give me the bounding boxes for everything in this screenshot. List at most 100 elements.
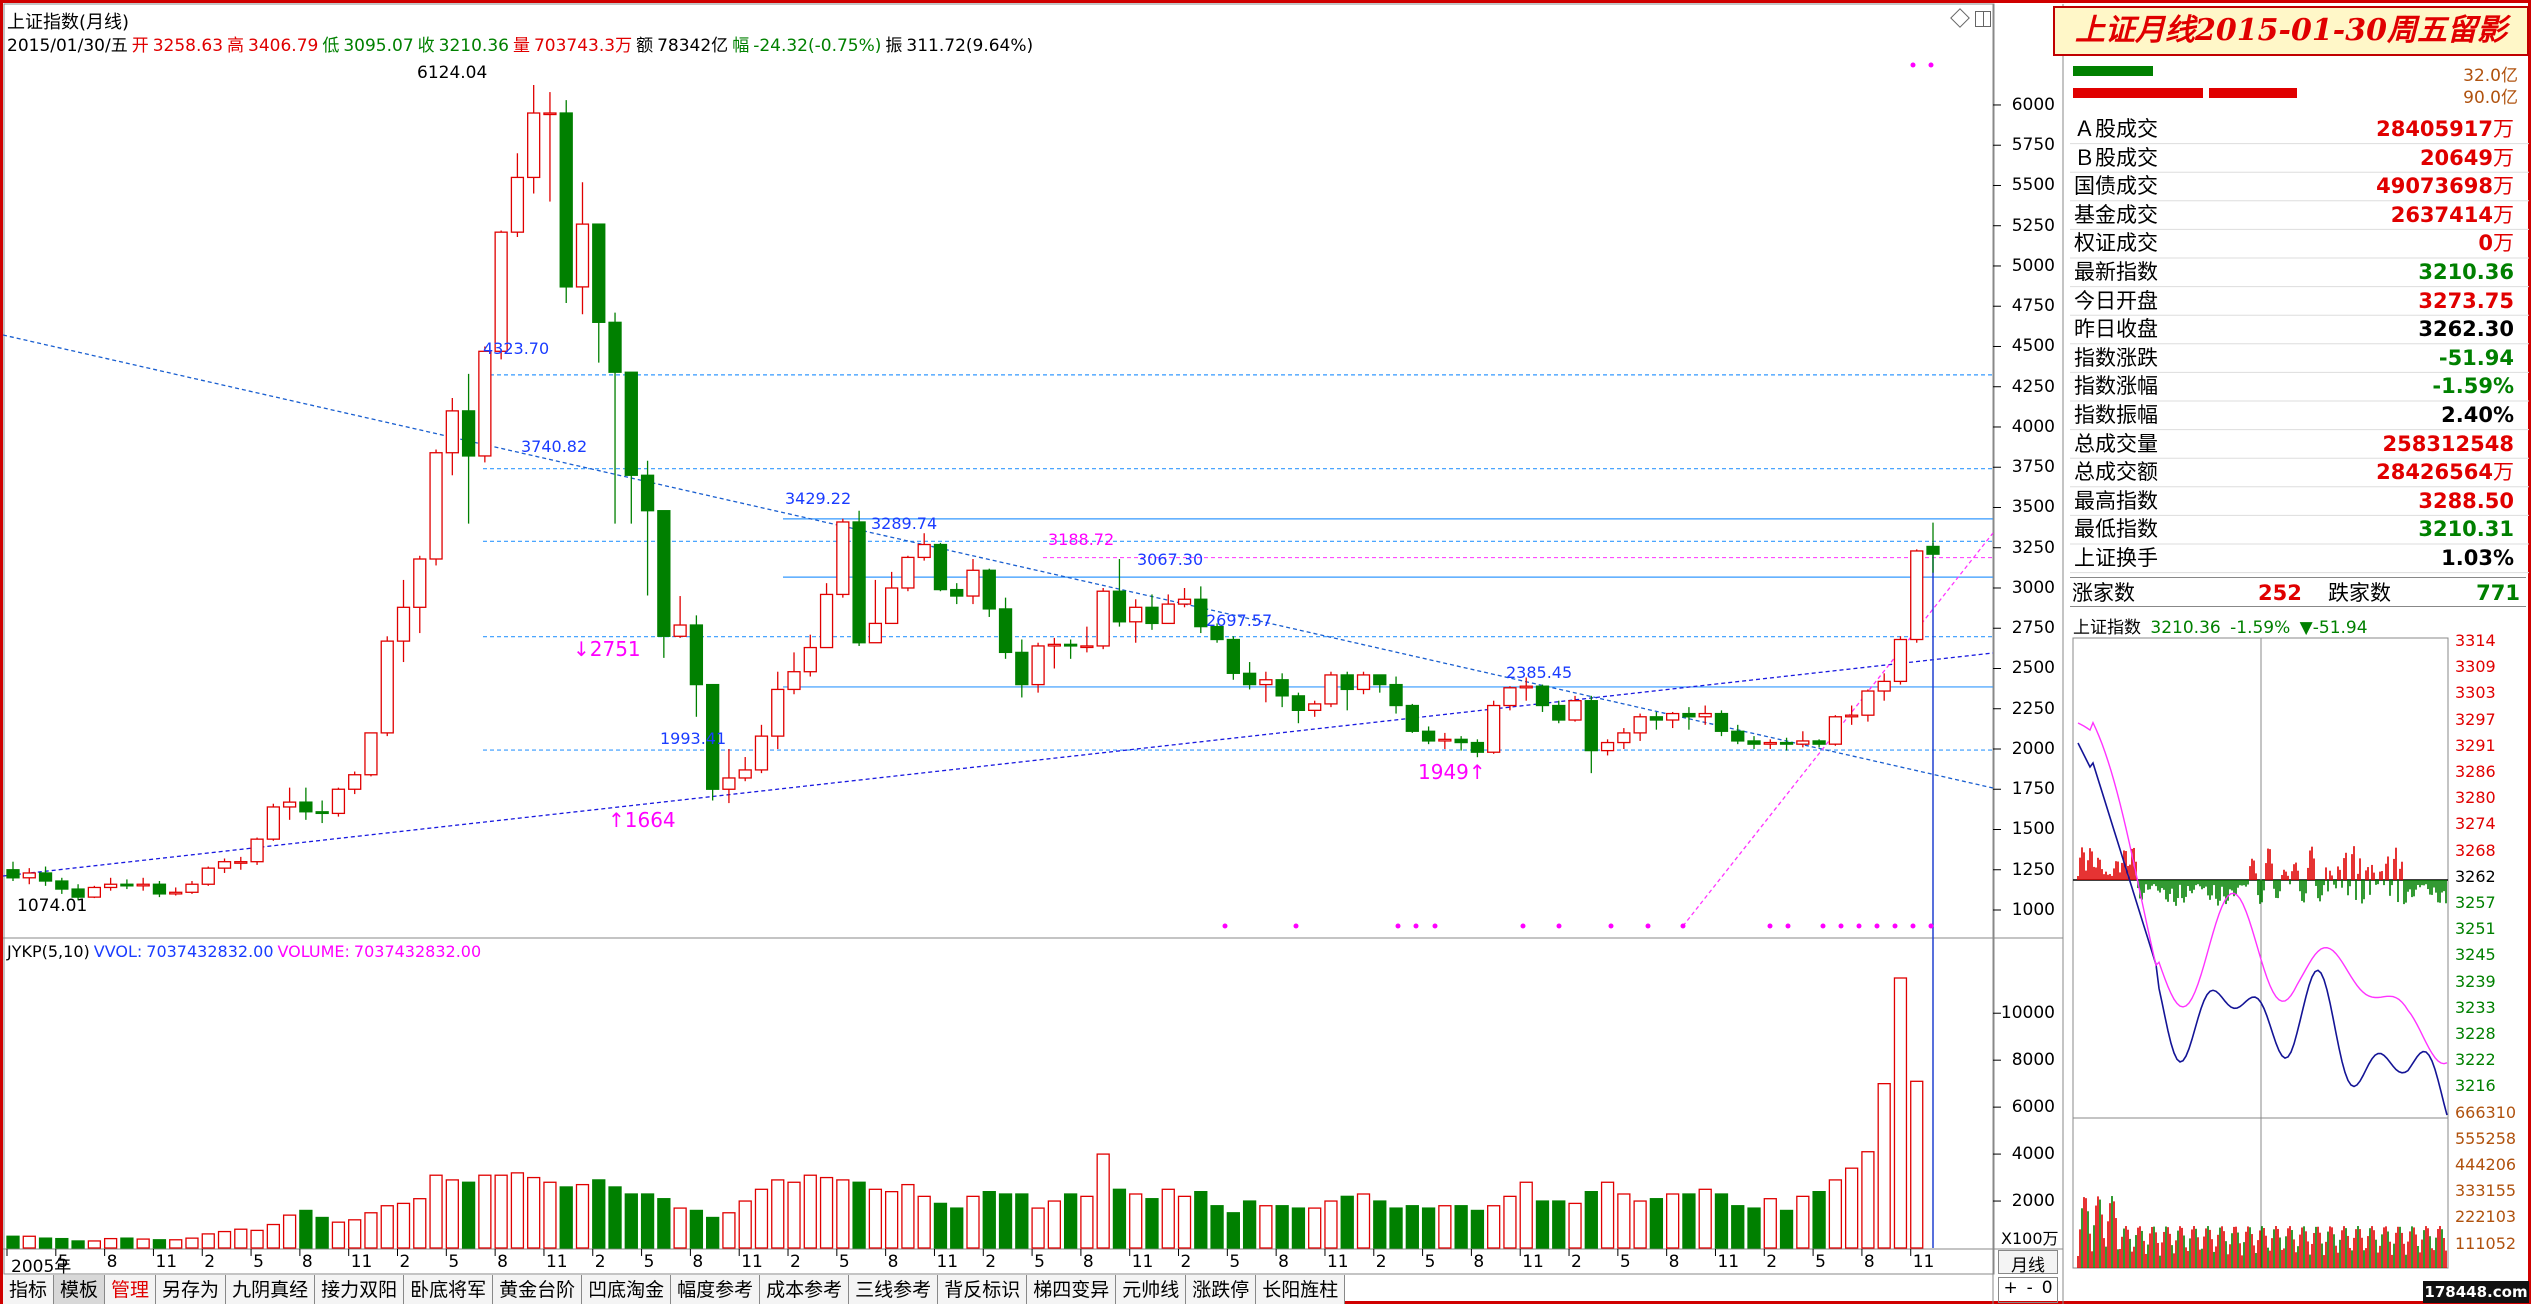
candle-body	[1828, 716, 1843, 745]
volume-bar	[1617, 1193, 1631, 1249]
tab-16[interactable]: 长阳旌柱	[1256, 1275, 1346, 1304]
candle-body	[103, 883, 118, 889]
tab-13[interactable]: 梯四变异	[1027, 1275, 1117, 1304]
stats-value: 49073698万	[2376, 172, 2514, 200]
volume-bar	[1324, 1200, 1338, 1249]
stats-value: 2637414万	[2391, 201, 2514, 229]
price-tick-label: 5750	[2011, 135, 2055, 156]
up-trend-line	[3, 652, 1994, 877]
stats-label: 总成交量	[2074, 431, 2158, 456]
price-tick-label: 4500	[2011, 336, 2055, 357]
tab-7[interactable]: 黄金台阶	[493, 1275, 583, 1304]
tab-4[interactable]: 九阴真经	[226, 1275, 316, 1304]
tab-8[interactable]: 凹底淘金	[582, 1275, 672, 1304]
volume-bar	[1568, 1202, 1582, 1249]
volume-bar	[754, 1188, 769, 1249]
stats-row: 国债成交 49073698万	[2070, 172, 2520, 200]
level-1993: 1993.41	[660, 729, 727, 748]
mini-tick-label: 3297	[2455, 709, 2496, 729]
volume-bar	[396, 1202, 411, 1249]
restore-icon[interactable]	[1975, 11, 1991, 27]
level-2385: 2385.45	[1506, 663, 1573, 682]
stats-row: 今日开盘 3273.75	[2070, 287, 2520, 315]
tab-3[interactable]: 另存为	[156, 1275, 227, 1304]
signal-dot	[1820, 923, 1826, 929]
volume-tick-label: 2000	[2011, 1191, 2055, 1212]
open-label: 开	[131, 36, 149, 56]
tab-6[interactable]: 卧底将军	[404, 1275, 494, 1304]
tab-2[interactable]: 管理	[105, 1275, 157, 1304]
volume-bar	[331, 1221, 346, 1249]
volume-bar	[836, 1179, 850, 1249]
stats-number: 3210.31	[2418, 517, 2514, 542]
tab-12[interactable]: 背反标识	[938, 1275, 1028, 1304]
stats-value: 3288.50	[2418, 487, 2514, 515]
candle-body	[1340, 674, 1354, 691]
volume-bar	[998, 1193, 1013, 1249]
candle-body	[1177, 598, 1192, 605]
zoom-in-button[interactable]: +	[2003, 1278, 2018, 1298]
candle-body	[527, 112, 541, 179]
candle-body	[1893, 638, 1908, 683]
tab-11[interactable]: 三线参考	[849, 1275, 939, 1304]
signal-dot	[1222, 923, 1228, 929]
volume-bar	[1145, 1198, 1159, 1249]
price-tick-label: 3500	[2011, 497, 2055, 518]
vvol-label: VVOL:	[93, 942, 143, 961]
candle-body	[1503, 687, 1517, 707]
signal-dot	[1838, 923, 1844, 929]
candle-body	[1291, 695, 1306, 712]
candle-body	[1731, 730, 1745, 742]
candle-body	[1080, 645, 1094, 649]
level-2697: 2697.57	[1206, 611, 1273, 630]
candle-body	[1877, 680, 1891, 692]
mini-tick-label: 111052	[2455, 1233, 2517, 1253]
candle-body	[787, 671, 801, 691]
candle-body	[917, 543, 931, 559]
tab-15[interactable]: 涨跌停	[1186, 1275, 1257, 1304]
time-axis-label: 11	[1717, 1252, 1740, 1272]
volume-label: VOLUME:	[277, 942, 350, 961]
candle-body	[1047, 643, 1062, 647]
tab-14[interactable]: 元帅线	[1116, 1275, 1187, 1304]
tab-0[interactable]: 指标	[3, 1275, 55, 1304]
candle-body	[380, 640, 394, 734]
mini-tick-label: 666310	[2455, 1102, 2517, 1122]
volume-bar	[657, 1198, 671, 1249]
volume-bar	[250, 1229, 264, 1249]
label-2751: ↓2751	[573, 637, 641, 661]
indicator-name[interactable]: JYKP(5,10)	[7, 942, 90, 961]
ratio-value-1: 32.0亿	[2463, 66, 2518, 86]
stats-unit: 万	[2493, 117, 2514, 141]
volume-bar	[1080, 1195, 1094, 1249]
zoom-reset-button[interactable]: 0	[2041, 1278, 2053, 1298]
stats-label: 指数涨幅	[2074, 374, 2158, 399]
down-count: 771	[2476, 581, 2520, 605]
volume-bar	[852, 1181, 866, 1249]
volume-bar	[624, 1193, 638, 1249]
tab-5[interactable]: 接力双阳	[315, 1275, 405, 1304]
candle-body	[1763, 741, 1777, 745]
volume-bar	[901, 1183, 915, 1249]
stats-value: 0万	[2478, 229, 2514, 257]
ratio-bar-red-1	[2073, 88, 2203, 98]
time-axis-label: 2	[399, 1252, 411, 1272]
time-axis-label: 8	[106, 1252, 118, 1272]
time-axis-label: 2	[594, 1252, 606, 1272]
stats-value: 3262.30	[2418, 315, 2514, 343]
tab-9[interactable]: 幅度参考	[671, 1275, 761, 1304]
zoom-out-button[interactable]: -	[2026, 1278, 2033, 1298]
tab-10[interactable]: 成本参考	[760, 1275, 850, 1304]
stats-label: Ａ股成交	[2074, 117, 2158, 141]
tab-1[interactable]: 模板	[54, 1275, 106, 1304]
high-value: 3406.79	[248, 36, 319, 56]
stats-number: -1.59%	[2432, 374, 2514, 399]
stats-label: 最高指数	[2074, 488, 2158, 513]
stats-unit: 万	[2493, 231, 2514, 256]
candle-body	[1031, 645, 1045, 686]
candle-body	[315, 811, 329, 815]
mini-tick-label: 444206	[2455, 1155, 2517, 1174]
volume-bar	[738, 1200, 752, 1249]
mini-tick-label: 333155	[2455, 1181, 2517, 1201]
period-label[interactable]: 月线	[1998, 1250, 2058, 1276]
